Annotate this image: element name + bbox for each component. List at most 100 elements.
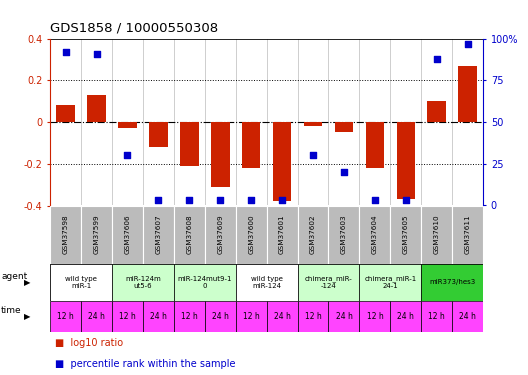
Bar: [458, 66, 477, 122]
Bar: [360, 301, 390, 332]
Bar: [174, 206, 205, 264]
Text: miR-124m
ut5-6: miR-124m ut5-6: [125, 276, 161, 289]
Text: GSM37607: GSM37607: [155, 215, 162, 254]
Bar: [328, 301, 360, 332]
Text: time: time: [1, 306, 22, 315]
Point: [154, 198, 163, 204]
Text: wild type
miR-124: wild type miR-124: [251, 276, 282, 289]
Point: [278, 198, 286, 204]
Bar: [174, 301, 205, 332]
Bar: [298, 264, 360, 301]
Text: GDS1858 / 10000550308: GDS1858 / 10000550308: [50, 22, 218, 35]
Bar: [211, 122, 230, 187]
Point: [402, 198, 410, 204]
Point: [371, 198, 379, 204]
Point: [247, 198, 256, 204]
Text: wild type
miR-1: wild type miR-1: [65, 276, 97, 289]
Bar: [421, 301, 452, 332]
Text: miR373/hes3: miR373/hes3: [429, 279, 475, 285]
Text: ■  log10 ratio: ■ log10 ratio: [55, 338, 124, 348]
Bar: [298, 206, 328, 264]
Text: 12 h: 12 h: [243, 312, 260, 321]
Text: 12 h: 12 h: [305, 312, 322, 321]
Text: GSM37610: GSM37610: [433, 215, 440, 254]
Bar: [118, 122, 137, 128]
Bar: [365, 122, 384, 168]
Bar: [267, 206, 298, 264]
Bar: [112, 264, 174, 301]
Bar: [50, 206, 81, 264]
Text: GSM37600: GSM37600: [248, 215, 254, 254]
Bar: [143, 206, 174, 264]
Text: 24 h: 24 h: [274, 312, 290, 321]
Point: [464, 40, 472, 46]
Bar: [235, 301, 267, 332]
Text: GSM37606: GSM37606: [125, 215, 130, 254]
Text: 24 h: 24 h: [88, 312, 105, 321]
Text: chimera_miR-1
24-1: chimera_miR-1 24-1: [364, 276, 417, 289]
Bar: [143, 301, 174, 332]
Text: 12 h: 12 h: [119, 312, 136, 321]
Bar: [56, 105, 75, 122]
Bar: [298, 301, 328, 332]
Text: ▶: ▶: [24, 312, 31, 321]
Text: GSM37599: GSM37599: [93, 215, 100, 254]
Bar: [205, 301, 235, 332]
Text: chimera_miR-
-124: chimera_miR- -124: [305, 276, 352, 289]
Bar: [428, 101, 446, 122]
Bar: [235, 206, 267, 264]
Bar: [335, 122, 353, 132]
Text: GSM37598: GSM37598: [63, 215, 69, 254]
Text: GSM37603: GSM37603: [341, 215, 347, 254]
Text: GSM37608: GSM37608: [186, 215, 192, 254]
Point: [61, 49, 70, 55]
Point: [92, 51, 101, 57]
Bar: [235, 264, 298, 301]
Text: 24 h: 24 h: [335, 312, 352, 321]
Bar: [50, 264, 112, 301]
Bar: [328, 206, 360, 264]
Point: [185, 198, 194, 204]
Bar: [390, 206, 421, 264]
Bar: [360, 264, 421, 301]
Bar: [397, 122, 415, 199]
Text: GSM37605: GSM37605: [403, 215, 409, 254]
Text: 24 h: 24 h: [212, 312, 229, 321]
Text: GSM37611: GSM37611: [465, 215, 470, 254]
Bar: [174, 264, 235, 301]
Bar: [421, 206, 452, 264]
Text: miR-124mut9-1
0: miR-124mut9-1 0: [177, 276, 232, 289]
Bar: [87, 95, 106, 122]
Bar: [267, 301, 298, 332]
Bar: [304, 122, 322, 126]
Text: GSM37601: GSM37601: [279, 215, 285, 254]
Bar: [180, 122, 199, 166]
Text: 12 h: 12 h: [366, 312, 383, 321]
Text: agent: agent: [1, 272, 27, 281]
Bar: [390, 301, 421, 332]
Bar: [81, 206, 112, 264]
Bar: [452, 206, 483, 264]
Bar: [273, 122, 291, 201]
Text: 12 h: 12 h: [181, 312, 197, 321]
Bar: [112, 301, 143, 332]
Point: [432, 56, 441, 62]
Text: GSM37604: GSM37604: [372, 215, 378, 254]
Text: 12 h: 12 h: [57, 312, 74, 321]
Text: 24 h: 24 h: [459, 312, 476, 321]
Point: [216, 198, 224, 204]
Bar: [421, 264, 483, 301]
Text: ▶: ▶: [24, 278, 31, 287]
Point: [340, 169, 348, 175]
Point: [123, 152, 131, 158]
Text: 24 h: 24 h: [398, 312, 414, 321]
Text: GSM37609: GSM37609: [217, 215, 223, 254]
Bar: [242, 122, 260, 168]
Point: [309, 152, 317, 158]
Bar: [149, 122, 168, 147]
Bar: [452, 301, 483, 332]
Bar: [112, 206, 143, 264]
Bar: [81, 301, 112, 332]
Bar: [205, 206, 235, 264]
Text: 24 h: 24 h: [150, 312, 167, 321]
